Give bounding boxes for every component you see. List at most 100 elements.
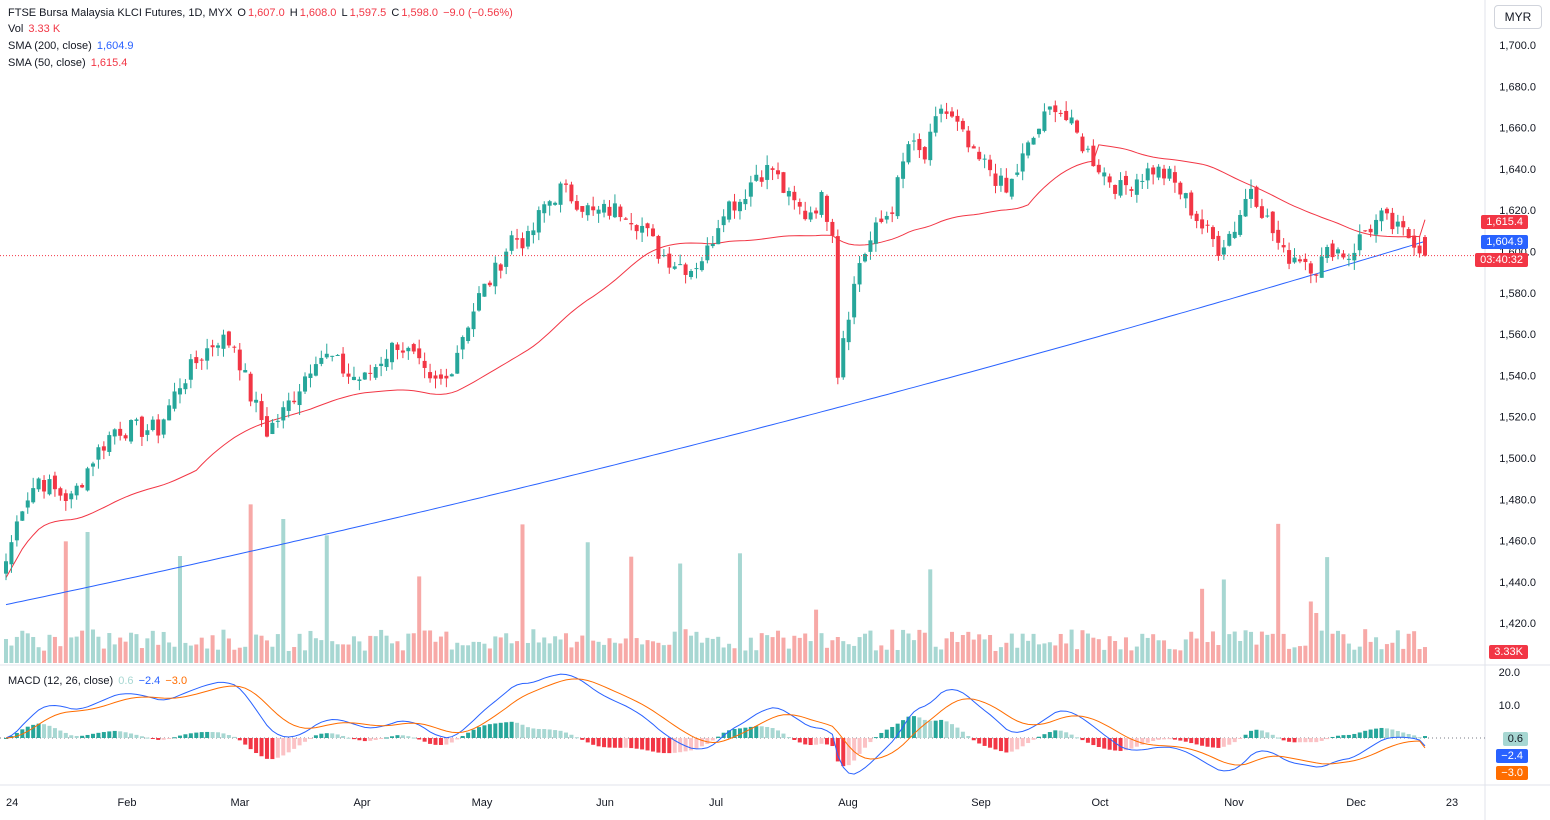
volume-bar xyxy=(509,643,514,663)
volume-bar xyxy=(531,629,536,663)
macd-histogram-bar xyxy=(1406,733,1411,738)
candle-body xyxy=(863,254,868,262)
open-label: O xyxy=(237,7,246,19)
volume-bar xyxy=(852,645,857,663)
volume-bar xyxy=(737,553,742,663)
candle-body xyxy=(656,236,661,259)
macd-histogram-bar xyxy=(112,730,117,738)
macd-histogram-bar xyxy=(1053,730,1058,738)
macd-histogram-bar xyxy=(515,722,520,738)
volume-bar xyxy=(226,638,231,663)
macd-histogram-bar xyxy=(400,735,405,738)
volume-bar xyxy=(879,645,884,663)
macd-histogram-bar xyxy=(661,738,666,754)
volume-bar xyxy=(1036,644,1041,663)
volume-bar xyxy=(129,632,134,663)
volume-bar xyxy=(194,644,199,663)
candle-body xyxy=(335,354,340,356)
candle-body xyxy=(612,203,617,218)
candle-body xyxy=(803,210,808,220)
candle-body xyxy=(950,111,954,117)
macd-histogram-bar xyxy=(1287,738,1292,742)
candle-body xyxy=(640,225,645,233)
volume-bar xyxy=(1129,650,1134,663)
macd-histogram-bar xyxy=(835,738,840,762)
macd-histogram-bar xyxy=(482,725,487,738)
candle-body xyxy=(20,511,25,521)
macd-histogram-bar xyxy=(422,738,427,742)
volume-bar xyxy=(1026,640,1031,663)
macd-histogram-bar xyxy=(25,726,30,738)
macd-histogram-bar xyxy=(466,732,471,738)
currency-button[interactable]: MYR xyxy=(1494,5,1542,29)
volume-bar xyxy=(857,637,862,663)
macd-histogram-bar xyxy=(80,735,85,738)
macd-histogram-bar xyxy=(988,738,993,748)
candle-body xyxy=(1162,168,1167,179)
volume-bar xyxy=(661,645,666,663)
volume-bar xyxy=(1042,643,1047,663)
macd-histogram-bar xyxy=(362,738,367,742)
macd-histogram-bar xyxy=(1221,738,1226,747)
candle-body xyxy=(536,210,541,233)
candle-body xyxy=(1004,177,1009,193)
volume-bar xyxy=(797,637,802,663)
candle-body xyxy=(362,372,367,380)
candle-body xyxy=(1200,219,1205,229)
volume-bar xyxy=(123,641,128,663)
volume-bar xyxy=(520,524,525,663)
volume-bar xyxy=(9,645,14,663)
volume-bar xyxy=(150,630,155,663)
volume-bar xyxy=(1417,649,1422,663)
macd-histogram-bar xyxy=(221,733,226,738)
candle-body xyxy=(1330,243,1335,258)
volume-bar xyxy=(444,631,449,663)
volume-legend: Vol 3.33 K xyxy=(8,22,62,36)
macd-histogram-bar xyxy=(1423,736,1427,738)
volume-bar xyxy=(47,634,52,663)
macd-histogram-bar xyxy=(716,736,721,738)
candle-body xyxy=(384,358,389,368)
candle-body xyxy=(1292,257,1297,263)
candle-body xyxy=(188,359,193,380)
macd-histogram-bar xyxy=(330,733,335,738)
macd-histogram-bar xyxy=(1227,738,1232,745)
volume-bar xyxy=(1053,645,1058,663)
price-tick-label: 1,580.0 xyxy=(1499,288,1536,300)
macd-histogram-bar xyxy=(1145,738,1150,743)
macd-histogram-bar xyxy=(368,738,373,741)
macd-histogram-bar xyxy=(803,738,808,745)
macd-tick-label: 10.0 xyxy=(1499,700,1520,712)
volume-bar xyxy=(1412,631,1417,663)
candle-body xyxy=(25,500,30,508)
macd-histogram-bar xyxy=(1243,734,1248,738)
volume-bar xyxy=(85,532,90,663)
macd-histogram-bar xyxy=(841,738,846,767)
volume-bar xyxy=(1205,642,1210,663)
macd-histogram-bar xyxy=(966,736,971,738)
macd-histogram-bar xyxy=(58,730,63,738)
candle-body xyxy=(1379,210,1384,222)
volume-bar xyxy=(1167,648,1172,663)
candle-body xyxy=(884,215,889,220)
candle-body xyxy=(351,376,356,381)
volume-bar xyxy=(74,636,79,663)
candle-body xyxy=(618,206,623,218)
volume-bar xyxy=(1232,631,1237,663)
sma200-line xyxy=(5,240,1426,606)
candle-body xyxy=(1113,184,1118,194)
macd-histogram-bar xyxy=(846,738,851,766)
macd-histogram-bar xyxy=(705,738,710,744)
macd-histogram-bar xyxy=(357,738,362,741)
volume-bar xyxy=(781,637,786,663)
candle-body xyxy=(1156,166,1161,178)
candle-body xyxy=(1194,213,1199,221)
macd-histogram-bar xyxy=(808,738,813,746)
low-value: 1,597.5 xyxy=(349,7,387,19)
price-tick-label: 1,540.0 xyxy=(1499,370,1536,382)
macd-histogram-bar xyxy=(607,738,612,748)
macd-histogram-bar xyxy=(69,735,74,738)
macd-histogram-bar xyxy=(814,738,819,745)
volume-bar xyxy=(422,630,427,663)
